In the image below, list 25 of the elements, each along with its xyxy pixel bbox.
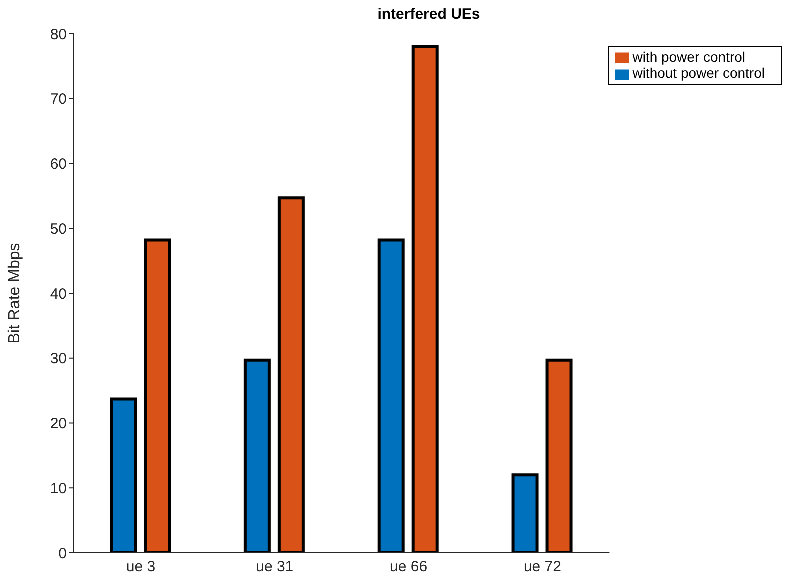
y-tick-label: 50: [50, 220, 67, 238]
y-tick-label: 70: [50, 91, 67, 108]
y-tick-label: 30: [50, 350, 67, 368]
bar: [110, 398, 137, 553]
bar: [378, 238, 405, 553]
legend-label: with power control: [632, 49, 746, 65]
y-tick-label: 0: [58, 545, 67, 562]
bar: [278, 196, 305, 553]
x-tick-label: ue 66: [390, 558, 428, 576]
x-tick-label: ue 72: [524, 558, 562, 576]
x-tick-label: ue 31: [256, 558, 294, 576]
bar: [412, 45, 439, 553]
x-tick-label: ue 3: [126, 558, 156, 576]
bar: [144, 238, 171, 553]
y-tick-label: 10: [50, 480, 67, 498]
chart-title: interfered UEs: [376, 6, 482, 23]
bar: [244, 358, 271, 553]
y-axis-title: Bit Rate Mbps: [6, 243, 24, 344]
bar: [546, 358, 573, 553]
y-tick-label: 20: [50, 416, 67, 433]
y-tick-label: 60: [50, 156, 67, 174]
y-tick-label: 40: [50, 286, 67, 303]
legend-label: without power control: [632, 65, 765, 82]
y-tick-label: 80: [50, 26, 67, 44]
bar: [512, 474, 539, 553]
